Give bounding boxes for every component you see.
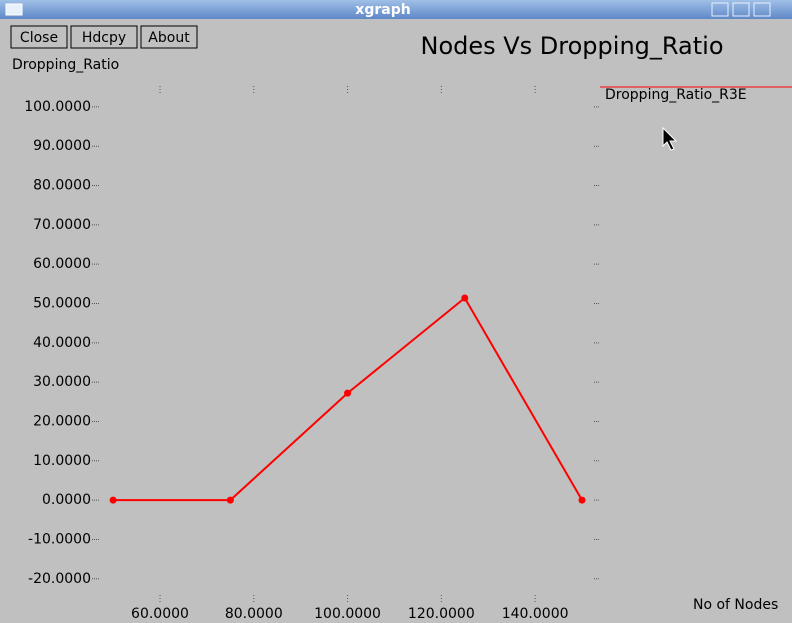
mouse-cursor — [662, 126, 678, 151]
minimize-button[interactable] — [711, 2, 729, 17]
maximize-button[interactable] — [732, 2, 750, 17]
y-tick-label: 50.0000 — [33, 295, 91, 311]
x-tick-label: 100.0000 — [314, 606, 381, 622]
close-window-button[interactable] — [753, 2, 771, 17]
hdcpy-button[interactable]: Hdcpy — [70, 25, 138, 49]
data-point — [461, 294, 469, 302]
data-point — [578, 496, 586, 504]
y-tick-label: -20.0000 — [28, 571, 91, 587]
data-point — [226, 496, 234, 504]
button-label: Close — [20, 30, 58, 46]
chart-title: Nodes Vs Dropping_Ratio — [420, 32, 723, 60]
title-bar — [0, 0, 792, 19]
y-tick-label: 90.0000 — [33, 138, 91, 154]
window-title: xgraph — [355, 2, 410, 18]
x-tick-label: 80.0000 — [225, 606, 283, 622]
y-tick-label: 100.0000 — [24, 99, 91, 115]
button-label: Hdcpy — [82, 30, 126, 46]
data-point — [344, 389, 352, 397]
y-tick-label: 20.0000 — [33, 413, 91, 429]
y-tick-label: 70.0000 — [33, 217, 91, 233]
y-tick-label: -10.0000 — [28, 531, 91, 547]
about-button[interactable]: About — [140, 25, 198, 49]
y-tick-label: 80.0000 — [33, 178, 91, 194]
close-button[interactable]: Close — [10, 25, 68, 49]
y-axis-label: Dropping_Ratio — [12, 57, 119, 73]
x-tick-label: 120.0000 — [408, 606, 475, 622]
legend-label: Dropping_Ratio_R3E — [605, 87, 747, 103]
x-tick-label: 140.0000 — [502, 606, 569, 622]
x-axis-label: No of Nodes — [693, 597, 778, 613]
y-tick-label: 60.0000 — [33, 256, 91, 272]
y-tick-label: 30.0000 — [33, 374, 91, 390]
button-label: About — [148, 30, 190, 46]
data-point — [109, 496, 117, 504]
y-tick-label: 40.0000 — [33, 335, 91, 351]
x-tick-label: 60.0000 — [131, 606, 189, 622]
window-menu-icon[interactable] — [5, 3, 23, 16]
y-tick-label: 10.0000 — [33, 453, 91, 469]
y-tick-label: 0.0000 — [42, 492, 91, 508]
